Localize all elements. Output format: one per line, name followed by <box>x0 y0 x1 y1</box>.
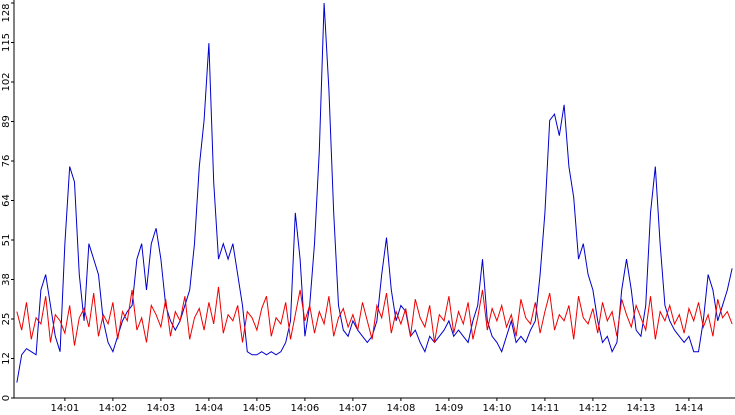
x-tick-label: 14:06 <box>290 403 319 414</box>
x-tick-label: 14:10 <box>482 403 511 414</box>
y-tick-label: 0 <box>1 395 12 401</box>
x-tick-label: 14:07 <box>338 403 367 414</box>
x-tick-label: 14:05 <box>242 403 271 414</box>
x-tick-label: 14:11 <box>530 403 559 414</box>
series-line <box>16 286 733 346</box>
y-tick-label: 76 <box>1 155 12 168</box>
y-tick-label: 12 <box>1 352 12 365</box>
series-line <box>16 2 733 383</box>
y-tick-label: 64 <box>1 194 12 207</box>
y-tick-label: 38 <box>1 273 12 286</box>
x-tick-label: 14:13 <box>627 403 656 414</box>
y-tick-label: 51 <box>1 234 12 247</box>
y-tick-label: 102 <box>1 72 12 91</box>
y-tick-label: 128 <box>1 3 12 22</box>
x-tick-label: 14:02 <box>98 403 127 414</box>
x-tick-label: 14:01 <box>50 403 79 414</box>
x-tick-label: 14:03 <box>146 403 175 414</box>
x-tick-label: 14:12 <box>578 403 607 414</box>
x-tick-label: 14:04 <box>194 403 223 414</box>
y-tick-label: 115 <box>1 33 12 52</box>
y-tick-label: 25 <box>1 313 12 326</box>
y-tick-label: 89 <box>1 115 12 128</box>
x-tick-label: 14:09 <box>434 403 463 414</box>
x-tick-label: 14:14 <box>675 403 704 414</box>
x-tick-label: 14:08 <box>386 403 415 414</box>
